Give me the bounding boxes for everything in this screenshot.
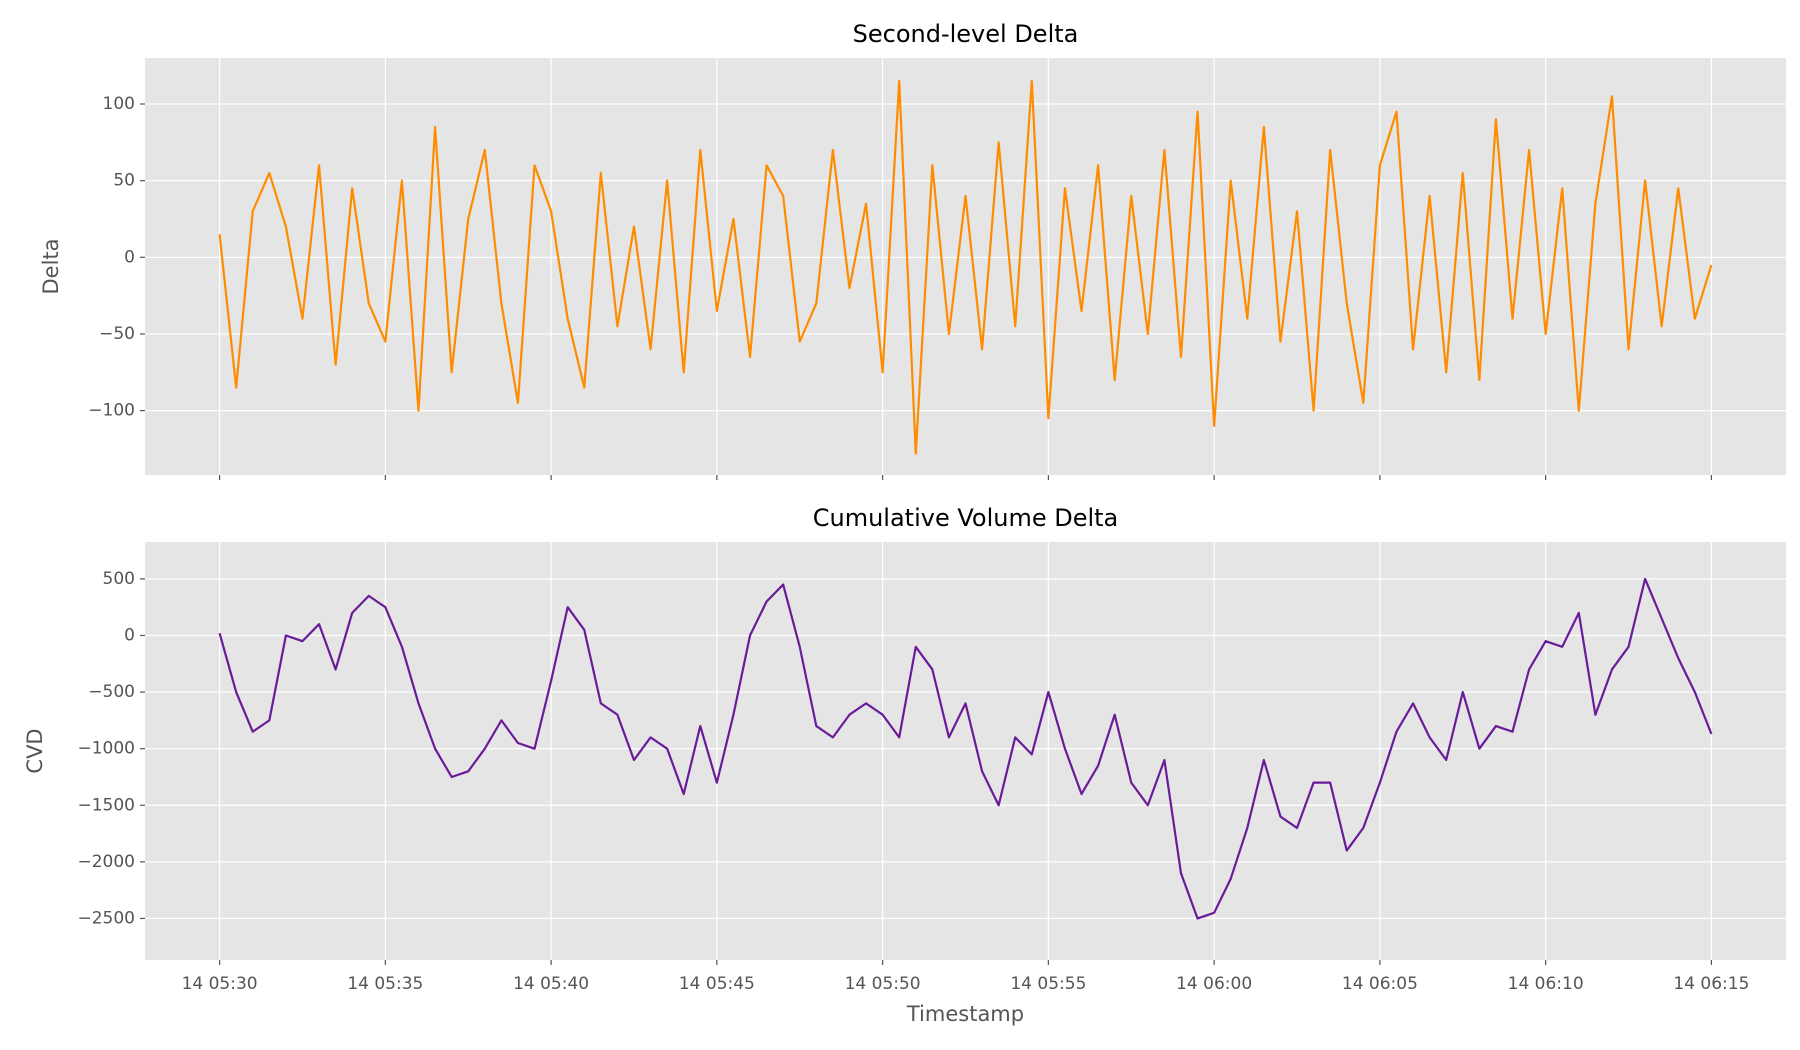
y-tick-label: −100 [88,401,135,421]
line [218,79,1713,455]
chart-title: Second-level Delta [853,20,1079,48]
x-tick-label: 14 05:55 [1010,974,1086,994]
x-axis-label: Timestamp [906,1002,1024,1026]
y-tick-label: −2000 [77,852,135,872]
x-tick-label: 14 06:05 [1342,974,1418,994]
y-axis-label: Delta [39,238,63,294]
x-tick-label: 14 05:35 [347,974,423,994]
y-tick-label: −1500 [77,795,135,815]
x-tick-label: 14 05:40 [513,974,589,994]
y-tick-label: −2500 [77,908,135,928]
x-tick-label: 14 06:15 [1673,974,1749,994]
x-tick-label: 14 05:45 [679,974,755,994]
y-tick-label: 500 [103,569,135,589]
x-tick-label: 14 05:50 [845,974,921,994]
x-tick-label: 14 05:30 [182,974,258,994]
y-tick-label: 100 [103,94,135,114]
y-tick-label: −1000 [77,739,135,759]
y-tick-label: −50 [99,324,135,344]
x-tick-label: 14 06:10 [1508,974,1584,994]
plot-area [145,542,1786,960]
y-tick-label: 0 [124,625,135,645]
chart-title: Cumulative Volume Delta [813,504,1119,532]
x-tick-label: 14 06:00 [1176,974,1252,994]
y-tick-label: 50 [113,171,135,191]
y-tick-label: −500 [88,682,135,702]
y-axis-label: CVD [23,728,47,773]
line [218,577,1713,920]
y-tick-label: 0 [124,247,135,267]
